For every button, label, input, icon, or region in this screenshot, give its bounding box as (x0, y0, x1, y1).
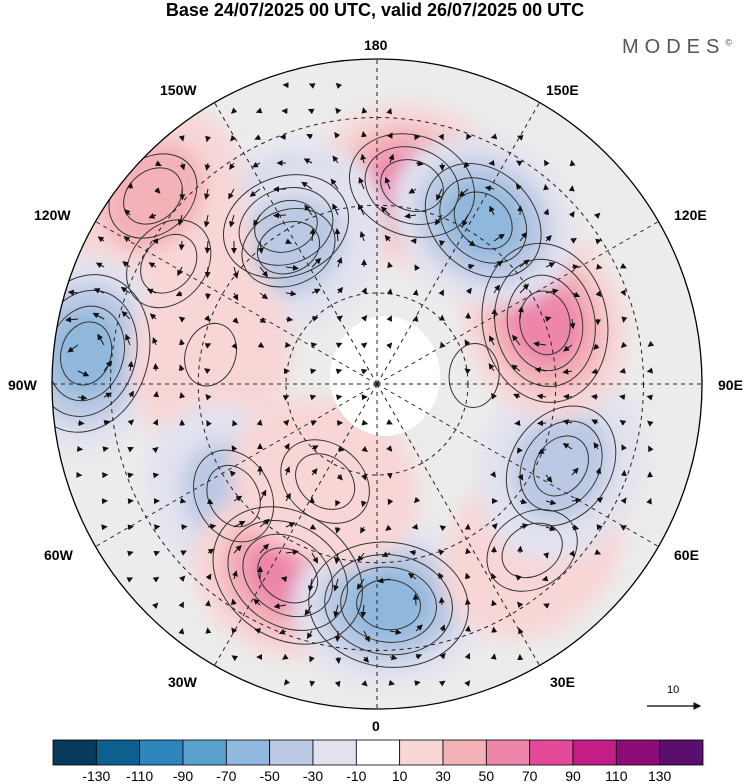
wind-arrow (515, 423, 520, 424)
colorbar-swatch (96, 740, 139, 765)
colorbar-swatch (530, 740, 573, 765)
wind-arrow (518, 136, 520, 137)
wind-arrow (208, 601, 209, 605)
wind-arrow (572, 266, 578, 267)
reference-vector-label: 10 (667, 684, 679, 696)
wind-arrow (156, 526, 159, 527)
colorbar-swatch (573, 740, 616, 765)
colorbar-tick-label: 70 (522, 768, 538, 784)
colorbar-swatch (356, 740, 399, 765)
wind-arrow (489, 163, 494, 164)
brand-logo: MODES© (622, 36, 732, 59)
colorbar-swatch (53, 740, 96, 765)
wind-arrow (647, 396, 650, 397)
lon-label-180: 180 (364, 37, 387, 53)
lon-label-0: 0 (372, 718, 380, 734)
wind-arrow (130, 474, 133, 475)
wind-arrow (390, 109, 391, 111)
wind-arrow (338, 396, 341, 397)
polar-cap (330, 316, 440, 436)
lon-label-30w: 30W (168, 674, 197, 690)
wind-arrow (390, 289, 391, 293)
wind-arrow (545, 185, 546, 189)
colorbar-tick-label: -90 (173, 768, 193, 784)
map-title: Base 24/07/2025 00 UTC, valid 26/07/2025… (0, 0, 750, 21)
colorbar-tick-label: 130 (648, 768, 671, 784)
wind-arrow (260, 420, 261, 423)
colorbar-swatch (616, 740, 659, 765)
lon-label-90e: 90E (718, 377, 743, 393)
wind-arrow (494, 309, 495, 319)
wind-arrow (207, 267, 208, 277)
wind-arrow (564, 396, 572, 397)
colorbar-tick-label: -30 (303, 768, 323, 784)
wind-arrow (155, 364, 156, 371)
wind-arrow (620, 396, 624, 397)
colorbar-swatch (226, 740, 269, 765)
colorbar-tick-label: 30 (435, 768, 451, 784)
lon-label-30e: 30E (550, 674, 575, 690)
wind-arrow (363, 108, 364, 111)
wind-arrow (78, 423, 84, 424)
colorbar-swatch (270, 740, 313, 765)
lon-label-150w: 150W (160, 82, 197, 98)
colorbar-tick-label: 110 (605, 768, 627, 784)
colorbar-swatch (140, 740, 183, 765)
colorbar-tick-label: -130 (82, 768, 110, 784)
lon-label-60w: 60W (44, 547, 73, 563)
lon-label-90w: 90W (8, 377, 37, 393)
lon-label-150e: 150E (546, 82, 579, 98)
colorbar-tick-label: -70 (216, 768, 236, 784)
colorbar-swatch (313, 740, 356, 765)
wind-arrow (468, 626, 469, 631)
wind-arrow (182, 526, 187, 527)
colorbar-tick-label: 90 (565, 768, 581, 784)
colorbar-tick-label: 50 (479, 768, 495, 784)
lon-label-120w: 120W (34, 207, 71, 223)
wind-arrow (441, 598, 442, 605)
colorbar-swatch (183, 740, 226, 765)
lon-label-120e: 120E (674, 207, 707, 223)
wind-arrow (623, 319, 624, 322)
wind-arrow (592, 396, 598, 397)
colorbar-tick-label: 10 (392, 768, 408, 784)
colorbar-swatch (443, 740, 486, 765)
wind-arrow (182, 629, 183, 631)
wind-arrow (415, 595, 416, 605)
colorbar-swatch (400, 740, 443, 765)
colorbar-tick-label: -110 (126, 768, 153, 784)
colorbar-swatch (486, 740, 529, 765)
colorbar-tick-label: -10 (346, 768, 366, 784)
wind-arrow (337, 631, 338, 641)
wind-arrow (413, 527, 416, 528)
colorbar-swatch (660, 740, 703, 765)
lon-label-60e: 60E (674, 547, 699, 563)
wind-arrow (286, 345, 290, 346)
colorbar-tick-label: -50 (260, 768, 280, 784)
wind-arrow (416, 316, 417, 319)
wind-arrow (492, 137, 494, 138)
